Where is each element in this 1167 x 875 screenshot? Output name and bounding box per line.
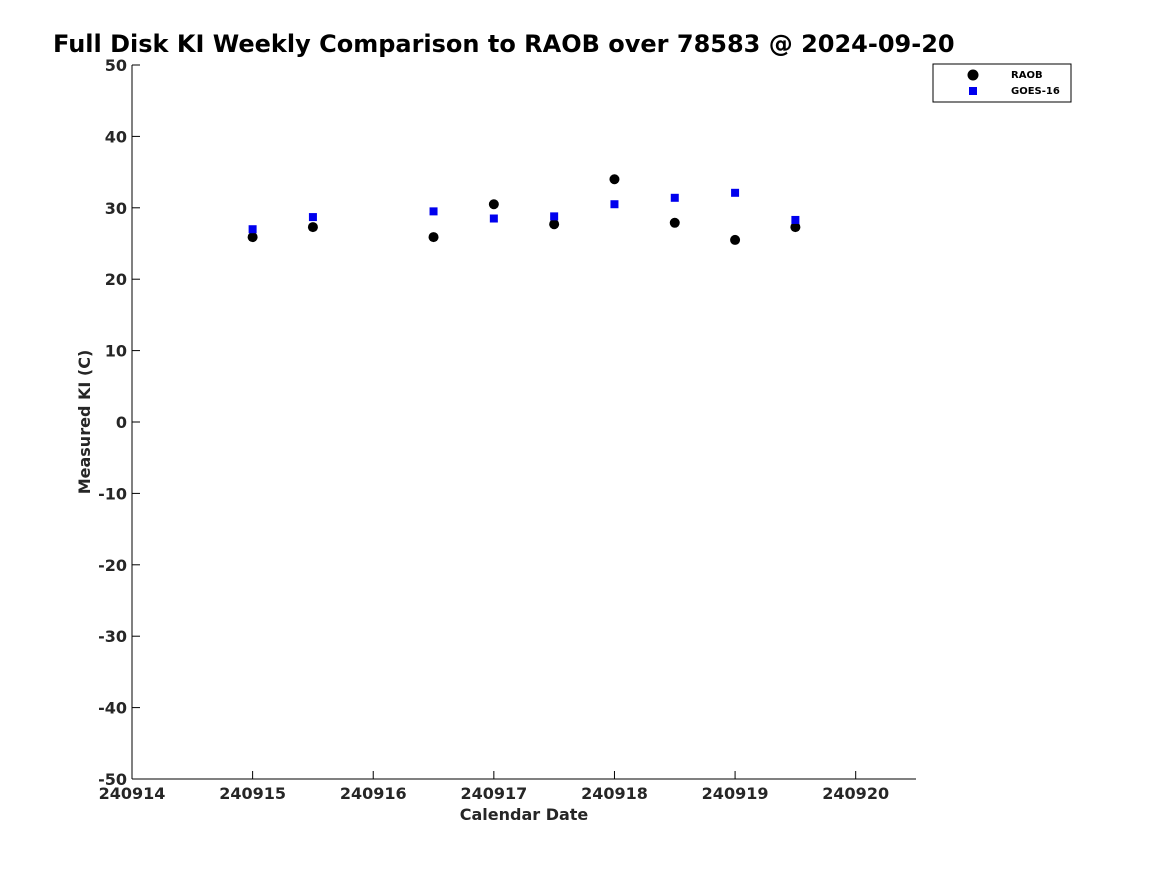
y-ticks: 50 40 30 20 10 0 -10 -20 -30 -40 -50 [98, 56, 140, 789]
legend: RAOB GOES-16 [932, 63, 1072, 103]
point-raob [488, 199, 499, 210]
y-tick-label: 50 [105, 56, 127, 75]
data-points [247, 174, 801, 245]
y-tick-label: -50 [98, 770, 127, 789]
x-tick-label: 240920 [822, 784, 889, 803]
point-goes16 [308, 213, 317, 222]
point-goes16 [429, 207, 438, 216]
y-tick-label: 10 [105, 342, 127, 361]
point-raob [247, 232, 258, 243]
point-raob [730, 234, 741, 245]
legend-label-raob: RAOB [1011, 70, 1043, 81]
x-tick-label: 240919 [702, 784, 769, 803]
point-goes16 [248, 225, 257, 234]
point-raob [790, 222, 801, 233]
point-raob [549, 219, 560, 230]
point-goes16 [489, 214, 498, 223]
y-tick-label: -10 [98, 484, 127, 503]
y-tick-label: -30 [98, 627, 127, 646]
y-tick-label: -20 [98, 556, 127, 575]
x-ticks: 240914 240915 240916 240917 240918 240919 2409… [99, 771, 889, 803]
point-raob [428, 232, 439, 243]
x-tick-label: 240917 [460, 784, 527, 803]
point-goes16 [670, 193, 679, 202]
y-tick-label: -40 [98, 699, 127, 718]
legend-label-goes16: GOES-16 [1011, 86, 1060, 97]
point-raob [669, 217, 680, 228]
x-axis-label: Calendar Date [460, 805, 589, 824]
point-goes16 [731, 188, 740, 197]
legend-box [932, 63, 1072, 103]
y-tick-label: 40 [105, 127, 127, 146]
point-raob [307, 222, 318, 233]
x-tick-label: 240918 [581, 784, 648, 803]
y-tick-label: 0 [116, 413, 127, 432]
x-tick-label: 240915 [219, 784, 286, 803]
legend-marker-raob [967, 69, 979, 81]
y-tick-label: 30 [105, 199, 127, 218]
point-raob [609, 174, 620, 185]
point-goes16 [610, 200, 619, 209]
chart-title: Full Disk KI Weekly Comparison to RAOB o… [53, 30, 955, 58]
x-tick-label: 240916 [340, 784, 407, 803]
point-goes16 [550, 212, 559, 221]
y-axis-label: Measured KI (C) [75, 350, 94, 495]
legend-marker-goes16 [969, 87, 977, 95]
x-tick-label: 240914 [99, 784, 166, 803]
y-tick-label: 20 [105, 270, 127, 289]
point-goes16 [791, 215, 800, 224]
axes [131, 65, 916, 780]
